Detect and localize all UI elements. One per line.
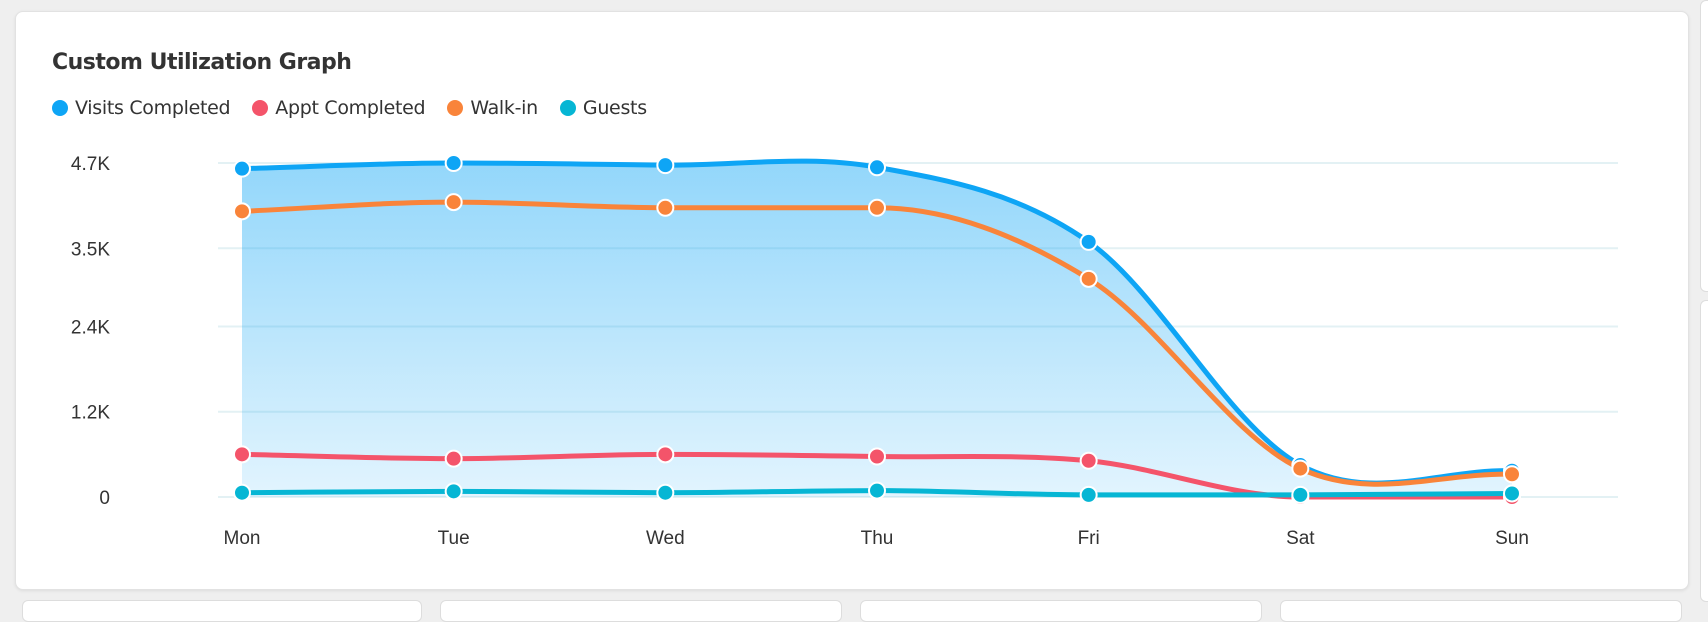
point-walk-in <box>233 202 251 221</box>
chart-title: Custom Utilization Graph <box>52 50 352 75</box>
point-guests <box>233 483 251 502</box>
x-tick-label: Fri <box>1078 528 1100 549</box>
x-tick-label: Wed <box>646 528 685 549</box>
legend-dot-icon <box>252 100 269 116</box>
point-visits-completed <box>868 158 886 177</box>
y-tick-label: 4.7K <box>71 154 110 175</box>
point-walk-in <box>1079 269 1098 288</box>
point-walk-in <box>656 198 675 217</box>
point-appt-completed <box>656 445 675 464</box>
point-walk-in <box>444 193 463 212</box>
card-right-2 <box>1700 300 1708 602</box>
area-visits-completed <box>242 161 1512 497</box>
legend-item-guests[interactable]: Guests <box>559 97 647 119</box>
point-guests <box>1503 484 1521 503</box>
point-visits-completed <box>1079 232 1098 251</box>
point-walk-in <box>1291 459 1310 478</box>
card-right <box>1700 0 1708 292</box>
legend-label: Appt Completed <box>275 97 426 119</box>
y-tick-label: 2.4K <box>71 317 110 338</box>
point-appt-completed <box>1079 451 1098 470</box>
point-visits-completed <box>444 154 463 172</box>
legend-item-appt-completed[interactable]: Appt Completed <box>252 97 426 119</box>
legend-dot-icon <box>447 100 464 116</box>
point-visits-completed <box>656 156 675 175</box>
x-tick-label: Thu <box>861 528 894 549</box>
legend-label: Visits Completed <box>75 97 231 119</box>
x-tick-label: Tue <box>438 528 470 549</box>
point-walk-in <box>868 198 886 217</box>
point-guests <box>656 483 675 502</box>
point-guests <box>1291 485 1310 504</box>
point-appt-completed <box>444 449 463 468</box>
legend-dot-icon <box>559 100 576 116</box>
legend: Visits Completed Appt Completed Walk-in … <box>52 97 647 119</box>
point-guests <box>444 482 463 501</box>
utilization-chart: 0 1.2K 2.4K 3.5K 4.7K Mon Tue Wed Thu Fri Sat Sun <box>71 154 1618 549</box>
x-tick-label: Sun <box>1495 528 1529 549</box>
x-tick-label: Sat <box>1286 528 1315 549</box>
y-tick-label: 1.2K <box>71 403 110 424</box>
point-guests <box>868 481 886 500</box>
legend-dot-icon <box>52 100 68 116</box>
point-appt-completed <box>868 447 886 466</box>
x-tick-label: Mon <box>224 528 261 549</box>
legend-item-walk-in[interactable]: Walk-in <box>447 97 538 119</box>
y-tick-label: 3.5K <box>71 239 110 260</box>
point-guests <box>1079 485 1098 504</box>
legend-item-visits-completed[interactable]: Visits Completed <box>52 97 231 119</box>
point-appt-completed <box>233 445 251 464</box>
point-walk-in <box>1503 465 1521 484</box>
legend-label: Guests <box>582 97 647 119</box>
point-visits-completed <box>233 159 251 178</box>
y-tick-label: 0 <box>99 488 110 509</box>
legend-label: Walk-in <box>470 97 538 119</box>
